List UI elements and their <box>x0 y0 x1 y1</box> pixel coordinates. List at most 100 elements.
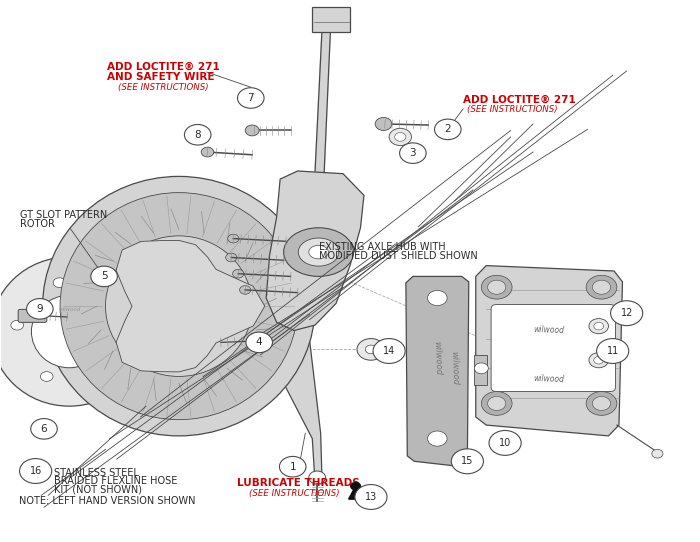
Text: MODIFIED DUST SHIELD SHOWN: MODIFIED DUST SHIELD SHOWN <box>318 251 477 261</box>
Text: ADD LOCTITE® 271: ADD LOCTITE® 271 <box>463 94 576 105</box>
Text: ROTOR: ROTOR <box>20 219 55 229</box>
Circle shape <box>400 143 426 164</box>
Circle shape <box>357 339 385 360</box>
Text: GT SLOT PATTERN: GT SLOT PATTERN <box>20 210 108 220</box>
Circle shape <box>246 332 272 353</box>
Bar <box>475 355 487 384</box>
Circle shape <box>488 396 506 410</box>
Circle shape <box>428 431 447 446</box>
Circle shape <box>589 319 608 334</box>
Ellipse shape <box>60 192 298 420</box>
Text: (SEE INSTRUCTIONS): (SEE INSTRUCTIONS) <box>249 489 340 498</box>
Text: 7: 7 <box>248 93 254 103</box>
Circle shape <box>279 456 306 477</box>
Text: 2: 2 <box>444 124 451 134</box>
Text: NOTE: LEFT HAND VERSION SHOWN: NOTE: LEFT HAND VERSION SHOWN <box>19 496 195 506</box>
Circle shape <box>232 269 244 278</box>
Text: 10: 10 <box>499 438 511 448</box>
Text: wilwood: wilwood <box>449 351 460 385</box>
Ellipse shape <box>309 246 328 259</box>
Text: 5: 5 <box>101 272 107 281</box>
Circle shape <box>237 88 264 108</box>
Circle shape <box>596 339 629 364</box>
Circle shape <box>610 301 643 326</box>
Circle shape <box>184 125 211 145</box>
Ellipse shape <box>298 238 339 266</box>
Text: ADD LOCTITE® 271: ADD LOCTITE® 271 <box>107 62 220 72</box>
Circle shape <box>27 299 53 319</box>
Circle shape <box>31 418 57 439</box>
Circle shape <box>97 283 111 294</box>
FancyBboxPatch shape <box>312 7 350 31</box>
Circle shape <box>20 459 52 483</box>
Ellipse shape <box>0 257 148 406</box>
Text: (SEE INSTRUCTIONS): (SEE INSTRUCTIONS) <box>118 82 209 92</box>
Text: KIT (NOT SHOWN): KIT (NOT SHOWN) <box>54 485 142 495</box>
Text: 12: 12 <box>620 308 633 318</box>
Circle shape <box>101 361 113 371</box>
Circle shape <box>90 364 104 375</box>
Circle shape <box>586 391 617 415</box>
Circle shape <box>489 430 522 455</box>
Circle shape <box>225 253 237 262</box>
Circle shape <box>652 449 663 458</box>
Ellipse shape <box>106 236 252 377</box>
Circle shape <box>428 291 447 306</box>
Polygon shape <box>262 328 322 483</box>
Circle shape <box>482 275 512 299</box>
Text: AND SAFETY WIRE: AND SAFETY WIRE <box>107 72 214 82</box>
Circle shape <box>488 280 506 294</box>
Circle shape <box>201 147 214 157</box>
Text: wilwood: wilwood <box>533 325 565 335</box>
Circle shape <box>91 266 118 287</box>
Text: LUBRICATE THREADS: LUBRICATE THREADS <box>237 479 360 488</box>
Polygon shape <box>476 266 622 436</box>
Text: 14: 14 <box>383 346 395 356</box>
Circle shape <box>592 396 610 410</box>
Circle shape <box>452 449 484 474</box>
Text: wilwood: wilwood <box>58 307 80 312</box>
Circle shape <box>482 391 512 415</box>
Circle shape <box>475 363 489 374</box>
Text: 15: 15 <box>461 456 474 466</box>
Circle shape <box>592 280 610 294</box>
Polygon shape <box>266 171 364 331</box>
Text: 6: 6 <box>41 424 48 434</box>
Text: 3: 3 <box>410 148 416 158</box>
Circle shape <box>365 345 377 354</box>
Text: 8: 8 <box>195 130 201 140</box>
Text: 4: 4 <box>256 337 262 347</box>
Circle shape <box>245 125 259 136</box>
Circle shape <box>355 485 387 509</box>
Circle shape <box>594 322 603 330</box>
Text: 13: 13 <box>365 492 377 502</box>
Ellipse shape <box>43 176 315 436</box>
Circle shape <box>309 471 326 484</box>
Circle shape <box>373 339 405 364</box>
Circle shape <box>435 119 461 140</box>
Ellipse shape <box>284 228 354 276</box>
Circle shape <box>11 320 24 330</box>
Text: BRAIDED FLEXLINE HOSE: BRAIDED FLEXLINE HOSE <box>54 476 177 486</box>
Circle shape <box>272 337 286 348</box>
Circle shape <box>375 118 392 131</box>
Ellipse shape <box>32 295 107 368</box>
Circle shape <box>589 353 608 368</box>
Polygon shape <box>315 29 330 172</box>
Text: wilwood: wilwood <box>432 340 442 375</box>
Text: 11: 11 <box>607 346 619 356</box>
FancyBboxPatch shape <box>18 309 47 322</box>
Circle shape <box>594 357 603 364</box>
Polygon shape <box>349 486 363 499</box>
Circle shape <box>109 303 121 313</box>
Text: EXISTING AXLE HUB WITH: EXISTING AXLE HUB WITH <box>318 242 445 252</box>
Text: wilwood: wilwood <box>533 374 565 384</box>
Polygon shape <box>406 276 469 467</box>
Circle shape <box>41 372 53 382</box>
FancyBboxPatch shape <box>491 305 615 391</box>
Text: 9: 9 <box>36 304 43 314</box>
Text: 16: 16 <box>29 466 42 476</box>
Circle shape <box>395 133 406 141</box>
Circle shape <box>586 275 617 299</box>
Circle shape <box>239 286 251 294</box>
